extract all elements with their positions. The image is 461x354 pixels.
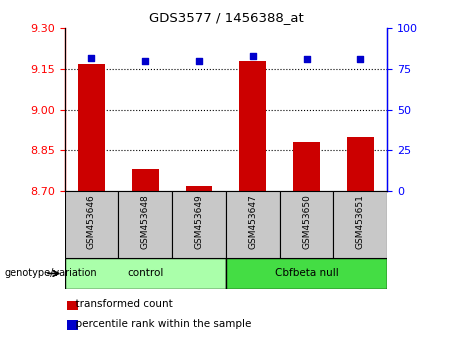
Bar bbox=[226, 258, 387, 289]
Point bbox=[88, 55, 95, 61]
Point bbox=[142, 58, 149, 64]
Bar bbox=[65, 191, 118, 258]
Text: GSM453647: GSM453647 bbox=[248, 195, 257, 249]
Text: genotype/variation: genotype/variation bbox=[5, 268, 97, 279]
Bar bbox=[239, 61, 266, 191]
Point bbox=[357, 56, 364, 62]
Text: GSM453649: GSM453649 bbox=[195, 195, 203, 249]
Bar bbox=[118, 191, 172, 258]
Bar bbox=[347, 137, 374, 191]
Bar bbox=[185, 186, 213, 191]
Bar bbox=[172, 191, 226, 258]
Bar bbox=[293, 142, 320, 191]
Text: GSM453646: GSM453646 bbox=[87, 195, 96, 249]
Bar bbox=[78, 64, 105, 191]
Point bbox=[303, 56, 310, 62]
Text: GSM453648: GSM453648 bbox=[141, 195, 150, 249]
Bar bbox=[132, 170, 159, 191]
Point bbox=[249, 53, 256, 59]
Text: Cbfbeta null: Cbfbeta null bbox=[275, 268, 338, 279]
Text: GSM453650: GSM453650 bbox=[302, 195, 311, 250]
Title: GDS3577 / 1456388_at: GDS3577 / 1456388_at bbox=[148, 11, 303, 24]
Text: control: control bbox=[127, 268, 163, 279]
Text: GSM453651: GSM453651 bbox=[356, 195, 365, 250]
Point bbox=[195, 58, 203, 64]
Bar bbox=[226, 191, 280, 258]
Bar bbox=[65, 258, 226, 289]
Text: transformed count: transformed count bbox=[69, 299, 173, 309]
Text: percentile rank within the sample: percentile rank within the sample bbox=[69, 319, 252, 329]
Bar bbox=[280, 191, 333, 258]
Bar bbox=[333, 191, 387, 258]
